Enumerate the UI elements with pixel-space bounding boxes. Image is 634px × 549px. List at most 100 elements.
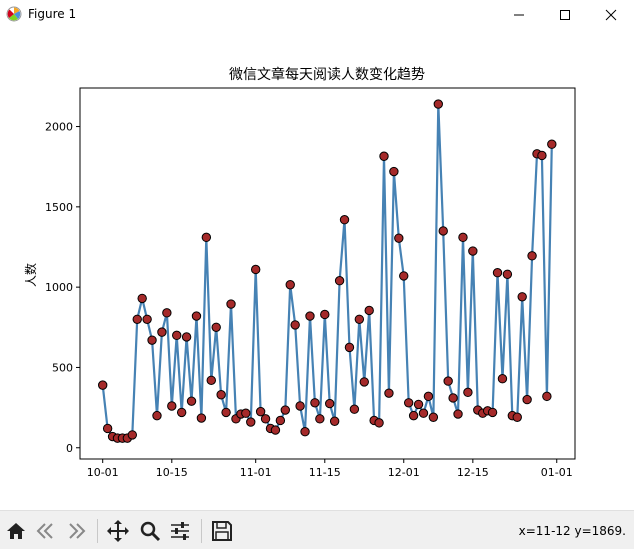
data-point [181, 332, 192, 342]
data-point [468, 246, 478, 256]
data-point [127, 430, 138, 440]
data-point [448, 393, 458, 403]
data-point [300, 426, 310, 437]
data-point [394, 233, 404, 243]
data-point [463, 387, 473, 398]
home-button[interactable] [2, 517, 30, 545]
data-point [438, 226, 448, 236]
data-point [250, 264, 261, 275]
data-point [310, 398, 320, 408]
data-point [423, 391, 434, 402]
data-point [384, 388, 394, 398]
data-point [547, 139, 557, 149]
data-point [403, 398, 414, 408]
plot-area: 0 500 1000 1500 2000 10-01 10-15 11-01 11-15 12-0… [45, 87, 576, 479]
data-point [354, 314, 365, 324]
data-point [502, 269, 513, 280]
close-button[interactable] [588, 0, 634, 30]
data-point [458, 232, 468, 243]
data-point [226, 299, 236, 309]
floppy-disk-icon [212, 521, 232, 541]
data-point [260, 414, 271, 424]
data-point [241, 408, 251, 418]
data-point [542, 391, 552, 402]
axes-frame [79, 87, 576, 460]
data-point [379, 151, 389, 161]
data-point [374, 418, 384, 428]
data-point [285, 280, 295, 290]
data-point [537, 150, 547, 161]
matplotlib-app-icon [6, 6, 22, 22]
navigation-toolbar: x=11-12 y=1869. [0, 510, 634, 549]
series-line [101, 102, 553, 440]
y-axis-label: 人数 [23, 263, 38, 287]
data-point [157, 327, 167, 337]
maximize-icon [560, 10, 570, 20]
data-point [270, 425, 281, 435]
data-point [196, 413, 207, 423]
data-point [275, 415, 286, 426]
data-point [280, 405, 291, 415]
data-point [522, 394, 532, 405]
window-titlebar: Figure 1 [0, 0, 634, 30]
data-point [399, 271, 409, 281]
data-point [349, 404, 360, 414]
data-point [102, 423, 113, 434]
data-point [132, 314, 142, 324]
data-point [418, 408, 429, 418]
home-icon [7, 523, 25, 539]
data-point [443, 376, 453, 386]
y-tick-label: 2000 [45, 121, 73, 134]
data-point [334, 276, 345, 286]
data-point [492, 267, 503, 278]
y-tick-label: 500 [52, 361, 73, 374]
data-point [255, 406, 266, 417]
window-title: Figure 1 [28, 7, 77, 21]
chart-title: 微信文章每天阅读人数变化趋势 [229, 66, 425, 83]
data-point [339, 214, 350, 225]
data-point [201, 232, 212, 243]
data-point [246, 417, 256, 427]
data-point [142, 314, 152, 324]
y-tick-label: 1500 [45, 201, 73, 214]
data-point [191, 311, 202, 321]
data-point [152, 410, 162, 421]
save-button[interactable] [208, 517, 236, 545]
figure-canvas[interactable]: 微信文章每天阅读人数变化趋势 人数 0 500 1000 1500 2000 10-01 1… [0, 30, 634, 510]
data-point [186, 396, 197, 406]
data-point [162, 308, 172, 318]
pan-button[interactable] [104, 517, 132, 545]
data-point [364, 305, 374, 316]
data-point [517, 292, 527, 302]
data-point [216, 390, 226, 400]
data-point [137, 293, 147, 304]
data-point [433, 99, 443, 109]
data-point [527, 251, 537, 261]
data-point [389, 166, 399, 177]
move-arrows-icon [107, 520, 129, 542]
configure-subplots-button[interactable] [166, 517, 194, 545]
forward-button[interactable] [62, 517, 90, 545]
data-point [325, 398, 335, 409]
minimize-button[interactable] [496, 0, 542, 30]
magnifier-icon [140, 521, 161, 542]
cursor-coordinates: x=11-12 y=1869. [518, 524, 626, 538]
zoom-button[interactable] [136, 517, 164, 545]
data-point [206, 375, 216, 386]
maximize-button[interactable] [542, 0, 588, 30]
data-point [167, 401, 177, 411]
data-point [428, 412, 439, 422]
data-point [413, 399, 424, 410]
data-point [305, 311, 315, 321]
data-point [453, 409, 463, 419]
y-tick-label: 0 [66, 442, 73, 455]
minimize-icon [514, 14, 524, 16]
toolbar-separator [97, 519, 98, 543]
x-tick-label: 01-01 [541, 466, 573, 479]
data-point [290, 320, 300, 330]
line-chart: 微信文章每天阅读人数变化趋势 人数 0 500 1000 1500 2000 10-01 1… [23, 66, 576, 479]
y-tick-label: 1000 [45, 281, 73, 294]
back-button[interactable] [32, 517, 60, 545]
back-arrow-icon [36, 523, 53, 539]
forward-arrow-icon [69, 523, 86, 539]
